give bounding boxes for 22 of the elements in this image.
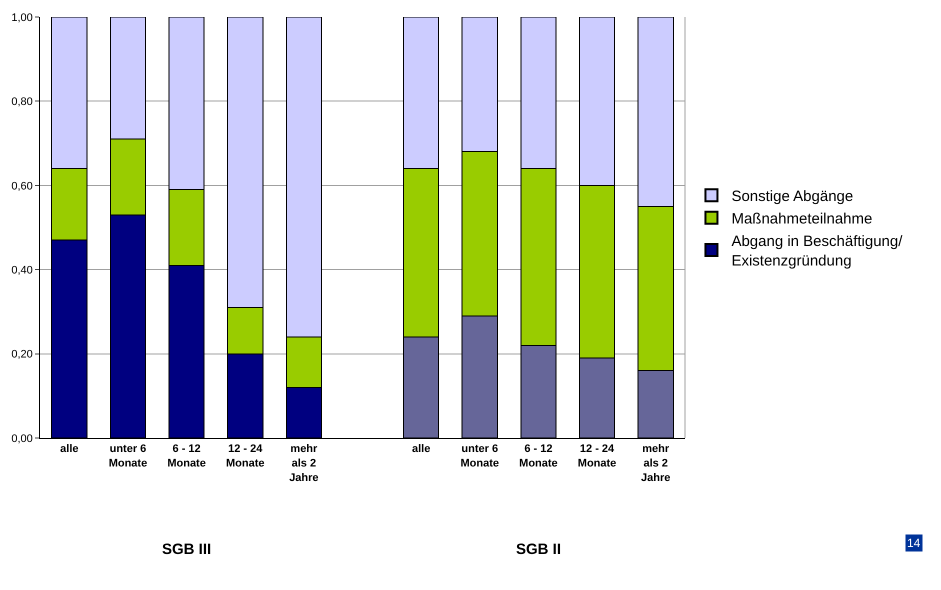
y-tick-label: 0,20	[11, 348, 33, 361]
text: SGB III	[162, 541, 212, 558]
x-tick-label: 6 - 12 Monate	[519, 443, 558, 470]
x-tick-label: unter 6 Monate	[460, 443, 500, 470]
x-tick-label: 12 - 24 Monate	[226, 443, 264, 470]
x-tick-label: alle	[60, 443, 78, 456]
y-tick-label: 0,40	[11, 264, 33, 276]
x-tick-label: unter 6 Monate	[108, 443, 148, 470]
legend-label: Maßnahmeteilnahme	[731, 210, 872, 228]
x-tick-label: 12 - 24 Monate	[578, 443, 616, 470]
x-tick-label: 6 - 12 Monate	[167, 443, 206, 470]
legend-label: Sonstige Abgänge	[731, 188, 854, 206]
y-tick-label: 1,00	[11, 12, 33, 24]
y-tick-label: 0,60	[11, 180, 33, 192]
x-tick-label: mehr als 2 Jahre	[289, 443, 319, 484]
legend-label: Abgang in Beschäftigung/ Existenzgründung	[731, 233, 904, 270]
x-tick-label: mehr als 2 Jahre	[641, 443, 670, 484]
text: 14	[907, 536, 921, 550]
y-tick-label: 0,80	[11, 96, 33, 108]
y-tick-label: 0,00	[11, 432, 33, 445]
text: SGB II	[516, 541, 562, 558]
x-tick-label: alle	[412, 443, 430, 456]
